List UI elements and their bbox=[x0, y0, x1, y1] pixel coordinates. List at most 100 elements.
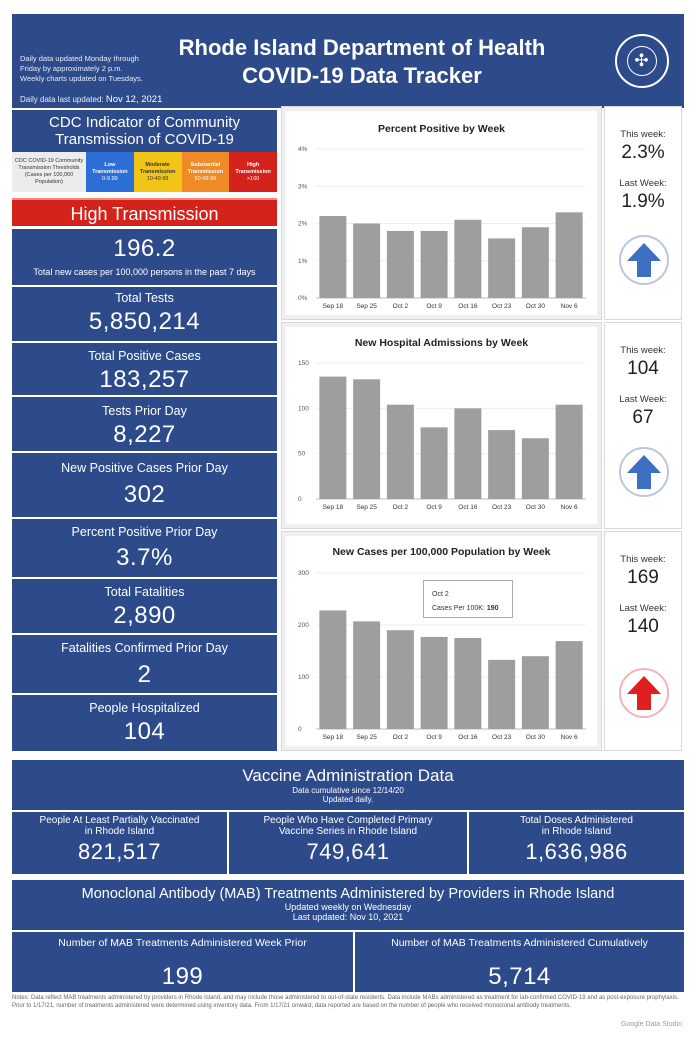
stat-label: in Rhode Island bbox=[84, 826, 155, 837]
last-week-value: 1.9% bbox=[621, 191, 665, 212]
legend-high: High Transmission >100 bbox=[229, 152, 277, 192]
bar[interactable] bbox=[488, 659, 516, 729]
bar[interactable] bbox=[319, 610, 347, 729]
stat-value: 5,850,214 bbox=[88, 308, 201, 335]
mab-cumulative-panel: Number of MAB Treatments Administered Cu… bbox=[355, 932, 684, 992]
note-line: Daily data updated Monday through bbox=[20, 54, 139, 63]
bar[interactable] bbox=[488, 238, 516, 298]
y-tick-label: 300 bbox=[298, 570, 309, 577]
partially-vaccinated-panel: People At Least Partially Vaccinated in … bbox=[12, 812, 227, 874]
stat-value: 749,641 bbox=[306, 839, 390, 864]
bar[interactable] bbox=[420, 427, 448, 499]
x-tick-label: Sep 18 bbox=[323, 734, 344, 741]
y-tick-label: 3% bbox=[298, 183, 308, 190]
y-tick-label: 4% bbox=[298, 146, 308, 153]
bar[interactable] bbox=[521, 438, 549, 499]
stat-value: 821,517 bbox=[77, 839, 162, 864]
chart-title: New Cases per 100,000 Population by Week bbox=[332, 546, 551, 558]
section-title: Vaccine Administration Data bbox=[242, 766, 454, 785]
bar[interactable] bbox=[386, 230, 414, 298]
bar[interactable] bbox=[521, 227, 549, 298]
bar[interactable] bbox=[454, 638, 482, 729]
x-tick-label: Oct 23 bbox=[492, 734, 512, 741]
stat-value: 199 bbox=[161, 963, 204, 990]
x-tick-label: Sep 25 bbox=[356, 303, 377, 310]
section-title: Monoclonal Antibody (MAB) Treatments Adm… bbox=[81, 886, 615, 902]
x-tick-label: Sep 18 bbox=[323, 504, 344, 511]
bar[interactable] bbox=[454, 408, 482, 499]
bar[interactable] bbox=[420, 230, 448, 298]
y-tick-label: 2% bbox=[298, 221, 308, 228]
arrow-up-icon bbox=[619, 235, 669, 285]
hospital-admissions-bar-chart: 0 50 100 150 Sep 18 Sep 25 Oct 2 Oct 9 Oct 16 Oct… bbox=[298, 360, 586, 511]
stat-value: 2,890 bbox=[113, 602, 176, 629]
y-tick-label: 100 bbox=[298, 674, 309, 681]
transmission-level-badge: High Transmission bbox=[12, 198, 277, 226]
people-hospitalized-panel: People Hospitalized 104 bbox=[12, 695, 277, 751]
case-rate-panel: 196.2 Total new cases per 100,000 person… bbox=[12, 229, 277, 285]
stat-label: Vaccine Series in Rhode Island bbox=[278, 826, 418, 837]
bar[interactable] bbox=[555, 404, 583, 499]
stat-label: Total Fatalities bbox=[104, 585, 185, 599]
x-tick-label: Oct 2 bbox=[393, 734, 409, 741]
transmission-legend: CDC COVID-19 Community Transmission Thre… bbox=[12, 152, 277, 192]
page-header: Daily data updated Monday through Friday… bbox=[12, 14, 684, 108]
bar[interactable] bbox=[521, 656, 549, 729]
bar[interactable] bbox=[555, 641, 583, 729]
bar[interactable] bbox=[488, 430, 516, 499]
percent-positive-weekly-panel: This week: 2.3% Last Week: 1.9% bbox=[604, 106, 682, 320]
stat-label: New Positive Cases Prior Day bbox=[61, 461, 228, 475]
last-updated-value: Nov 12, 2021 bbox=[105, 94, 163, 105]
x-tick-label: Oct 9 bbox=[426, 734, 442, 741]
bar[interactable] bbox=[454, 219, 482, 298]
x-tick-label: Nov 6 bbox=[561, 504, 578, 511]
stat-label: People Who Have Completed Primary bbox=[263, 815, 433, 826]
case-rate-value: 196.2 bbox=[113, 235, 176, 262]
mab-week-prior-panel: Number of MAB Treatments Administered We… bbox=[12, 932, 353, 992]
bar[interactable] bbox=[386, 404, 414, 499]
stat-value: 5,714 bbox=[488, 963, 551, 990]
bar[interactable] bbox=[319, 376, 347, 499]
chart-title: Percent Positive by Week bbox=[377, 123, 506, 135]
hospital-admissions-chart-panel: New Hospital Admissions by Week 0 50 100 15… bbox=[281, 322, 602, 529]
bar[interactable] bbox=[555, 212, 583, 298]
bar[interactable] bbox=[353, 223, 381, 299]
x-tick-label: Oct 16 bbox=[458, 504, 478, 511]
y-tick-label: 50 bbox=[298, 451, 306, 458]
bar[interactable] bbox=[353, 379, 381, 499]
percent-positive-bar-chart: 0% 1% 2% 3% 4% Sep 18 Sep 25 Oct 2 Oct 9 Oct 16 Oc… bbox=[298, 146, 586, 310]
arrow-up-icon bbox=[619, 668, 669, 718]
section-subtitle: Updated weekly on Wednesday bbox=[284, 902, 412, 912]
last-week-value: 140 bbox=[627, 616, 659, 637]
bar[interactable] bbox=[420, 636, 448, 729]
title-line: CDC Indicator of Community bbox=[49, 114, 240, 131]
stat-label: in Rhode Island bbox=[541, 826, 612, 837]
google-data-studio-brand[interactable]: Google Data Studio bbox=[620, 1021, 682, 1028]
total-doses-panel: Total Doses Administered in Rhode Island… bbox=[469, 812, 684, 874]
tooltip-title: Oct 2 bbox=[432, 591, 449, 598]
x-tick-label: Oct 30 bbox=[526, 504, 546, 511]
new-cases-weekly-panel: This week: 169 Last Week: 140 bbox=[604, 531, 682, 751]
stat-label: People At Least Partially Vaccinated bbox=[39, 815, 200, 826]
last-updated-label: Daily data last updated: bbox=[20, 95, 104, 104]
note-line: Friday by approximately 2 p.m. bbox=[20, 64, 123, 73]
this-week-value: 2.3% bbox=[621, 142, 665, 163]
footnotes: Notes: Data reflect MAB treatments admin… bbox=[12, 995, 679, 1009]
total-positive-panel: Total Positive Cases 183,257 bbox=[12, 343, 277, 395]
bar[interactable] bbox=[319, 216, 347, 298]
x-tick-label: Oct 16 bbox=[458, 303, 478, 310]
bar[interactable] bbox=[353, 621, 381, 729]
legend-low: Low Transmission 0-9.99 bbox=[86, 152, 134, 192]
this-week-value: 104 bbox=[627, 358, 659, 379]
stat-value: 104 bbox=[123, 718, 166, 745]
stat-label: Total Positive Cases bbox=[88, 349, 201, 363]
bar[interactable] bbox=[386, 630, 414, 729]
x-tick-label: Oct 30 bbox=[526, 303, 546, 310]
percent-positive-prior-day-panel: Percent Positive Prior Day 3.7% bbox=[12, 519, 277, 577]
title-line: Rhode Island Department of Health bbox=[178, 35, 546, 60]
title-line: COVID-19 Data Tracker bbox=[242, 63, 482, 88]
total-tests-panel: Total Tests 5,850,214 bbox=[12, 287, 277, 341]
note-line: Weekly charts updated on Tuesdays. bbox=[20, 74, 143, 83]
vaccine-section-header: Vaccine Administration Data Data cumulat… bbox=[12, 760, 684, 810]
this-week-label: This week: bbox=[620, 129, 666, 140]
